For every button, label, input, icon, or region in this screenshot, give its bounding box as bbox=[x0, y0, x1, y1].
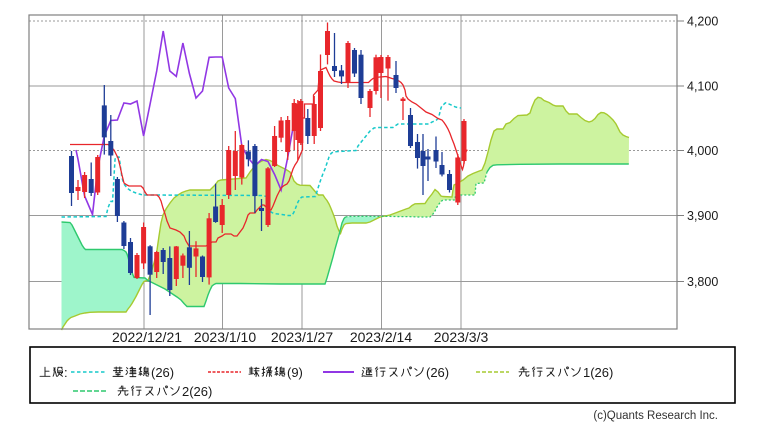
svg-text:2022/12/21: 2022/12/21 bbox=[112, 329, 182, 345]
svg-text:1(26): 1(26) bbox=[583, 365, 613, 380]
svg-text::: : bbox=[64, 365, 68, 380]
svg-text:3,900: 3,900 bbox=[687, 209, 718, 223]
svg-text:4,200: 4,200 bbox=[687, 15, 718, 29]
svg-text:3,800: 3,800 bbox=[687, 275, 718, 289]
svg-text:(c)Quants Research Inc.: (c)Quants Research Inc. bbox=[593, 410, 718, 422]
svg-text:2023/3/3: 2023/3/3 bbox=[434, 329, 489, 345]
svg-text:2023/1/27: 2023/1/27 bbox=[271, 329, 333, 345]
svg-text:4,000: 4,000 bbox=[687, 144, 718, 158]
svg-text:2023/1/10: 2023/1/10 bbox=[194, 329, 256, 345]
svg-text:(9): (9) bbox=[287, 365, 303, 380]
svg-text:2(26): 2(26) bbox=[182, 384, 212, 399]
svg-text:(26): (26) bbox=[426, 365, 449, 380]
svg-text:2023/2/14: 2023/2/14 bbox=[350, 329, 412, 345]
svg-text:(26): (26) bbox=[151, 365, 174, 380]
svg-text:4,100: 4,100 bbox=[687, 80, 718, 94]
